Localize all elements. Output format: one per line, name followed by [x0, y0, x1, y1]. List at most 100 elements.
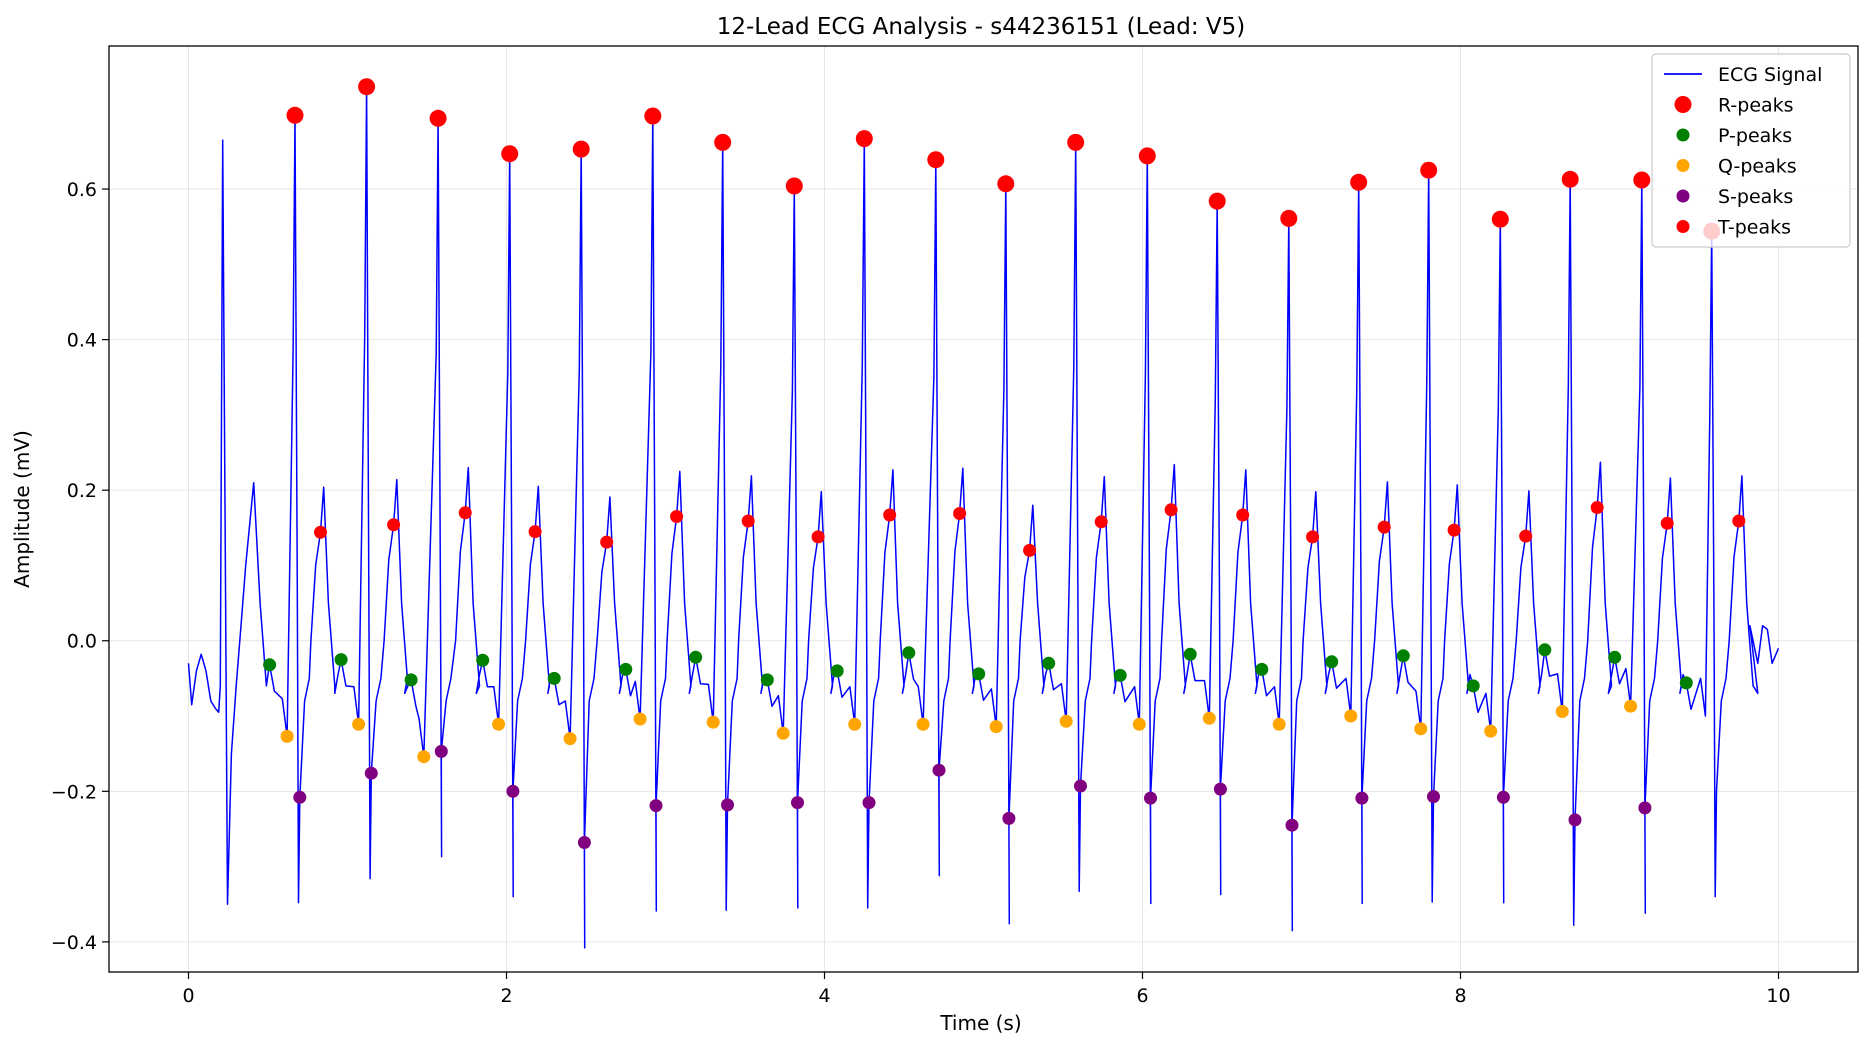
t-peak-marker — [670, 510, 684, 523]
q-peak-marker — [1272, 717, 1286, 731]
q-peak-marker — [1202, 711, 1216, 725]
s-peak-marker — [1496, 790, 1510, 804]
t-peak-marker — [1164, 503, 1178, 517]
r-peak-marker — [1420, 161, 1438, 179]
x-tick-label: 6 — [1136, 985, 1148, 1007]
t-peak-marker — [1732, 514, 1746, 528]
chart-title: 12-Lead ECG Analysis - s44236151 (Lead: … — [717, 14, 1246, 40]
q-peak-marker — [417, 750, 431, 764]
s-peak-marker — [791, 796, 804, 810]
legend-swatch-dot — [1676, 189, 1690, 203]
r-peak-marker — [997, 175, 1015, 193]
q-peak-marker — [280, 729, 294, 743]
p-peak-marker — [830, 664, 844, 678]
s-peak-marker — [364, 766, 378, 780]
p-peak-marker — [1042, 656, 1056, 670]
p-peak-marker — [1538, 643, 1552, 657]
legend-entry-r-peaks: R-peaks — [1674, 95, 1794, 117]
r-peak-marker — [785, 177, 803, 195]
y-tick-label: 0.0 — [67, 631, 97, 653]
q-peak-marker — [1555, 705, 1569, 718]
legend-label: R-peaks — [1718, 95, 1794, 117]
s-peak-marker — [721, 798, 734, 812]
s-peak-marker — [434, 744, 448, 758]
r-peak-marker — [1491, 210, 1509, 228]
t-peak-marker — [528, 525, 542, 539]
y-axis-label: Amplitude (mV) — [10, 430, 34, 588]
legend-label: T-peaks — [1717, 217, 1791, 239]
y-tick-label: −0.2 — [51, 781, 97, 803]
legend-entry-q-peaks: Q-peaks — [1676, 156, 1797, 178]
t-peak-marker — [1306, 530, 1320, 544]
r-peak-marker — [1350, 173, 1368, 191]
p-peak-marker — [547, 671, 561, 685]
y-tick-label: 0.2 — [67, 480, 97, 502]
p-peak-marker — [334, 653, 348, 667]
y-tick-label: −0.4 — [51, 932, 97, 954]
p-peak-marker — [972, 667, 986, 681]
p-peak-marker — [619, 662, 633, 676]
r-peak-marker — [644, 107, 662, 125]
legend: ECG Signal R-peaks P-peaks Q-peaks S-peaks T-… — [1651, 53, 1851, 248]
legend-swatch-dot — [1676, 159, 1690, 172]
y-tick-label: 0.4 — [67, 330, 97, 352]
q-peak-marker — [916, 717, 930, 731]
p-peak-marker — [1396, 649, 1410, 663]
r-peak-marker — [714, 133, 732, 151]
t-peak-marker — [953, 507, 967, 520]
r-peak-marker — [1561, 170, 1579, 188]
r-peak-marker — [572, 140, 590, 158]
r-peak-marker — [1067, 133, 1085, 151]
legend-swatch-dot — [1676, 220, 1690, 233]
legend-label: P-peaks — [1718, 125, 1792, 147]
r-peak-marker — [286, 106, 304, 124]
t-peak-marker — [387, 518, 401, 532]
axis-ticks: 0 2 4 6 8 10 −0.4 −0.2 0.0 0.2 0.4 0.6 — [51, 179, 1791, 1007]
t-peak-marker — [314, 525, 327, 539]
s-peak-marker — [1074, 779, 1087, 793]
s-peak-marker — [1427, 790, 1440, 804]
r-peak-marker — [927, 151, 945, 169]
q-peak-marker — [1414, 722, 1428, 736]
x-tick-label: 2 — [500, 985, 512, 1007]
p-peak-marker — [263, 658, 277, 672]
s-peak-marker — [1144, 791, 1157, 805]
t-peak-marker — [741, 514, 755, 528]
p-peak-marker — [404, 673, 418, 687]
p-peak-marker — [1679, 676, 1693, 690]
x-axis-label: Time (s) — [939, 1011, 1021, 1035]
q-peak-marker — [1132, 717, 1146, 731]
x-tick-label: 10 — [1766, 985, 1790, 1007]
r-peak-marker — [501, 145, 519, 163]
s-peak-marker — [293, 790, 307, 804]
p-peak-marker — [689, 650, 703, 664]
plot-frame — [108, 45, 1859, 973]
t-peak-marker — [600, 535, 614, 549]
r-peak-marker — [1633, 171, 1651, 189]
p-peak-marker — [1113, 668, 1127, 682]
t-peak-marker — [1094, 515, 1108, 529]
q-peak-marker — [1059, 714, 1073, 728]
s-peak-marker — [1213, 782, 1227, 796]
s-peak-marker — [577, 836, 591, 849]
s-peak-marker — [1568, 813, 1582, 827]
legend-entry-t-peaks: T-peaks — [1676, 217, 1791, 239]
p-peak-marker — [1325, 655, 1339, 669]
x-tick-label: 0 — [182, 985, 194, 1007]
s-peak-marker — [1285, 818, 1299, 832]
p-peak-marker — [760, 673, 774, 687]
peak-markers-layer — [263, 78, 1746, 849]
s-peak-marker — [1002, 811, 1016, 825]
x-tick-label: 4 — [818, 985, 830, 1007]
r-peak-marker — [429, 109, 447, 127]
ecg-signal-layer — [187, 85, 1780, 949]
legend-label: S-peaks — [1718, 186, 1793, 208]
q-peak-marker — [1344, 709, 1358, 723]
ecg-signal-line — [187, 85, 1780, 949]
q-peak-marker — [492, 717, 506, 731]
t-peak-marker — [1023, 543, 1037, 557]
q-peak-marker — [776, 726, 790, 740]
r-peak-marker — [1208, 192, 1226, 210]
t-peak-marker — [458, 506, 472, 520]
